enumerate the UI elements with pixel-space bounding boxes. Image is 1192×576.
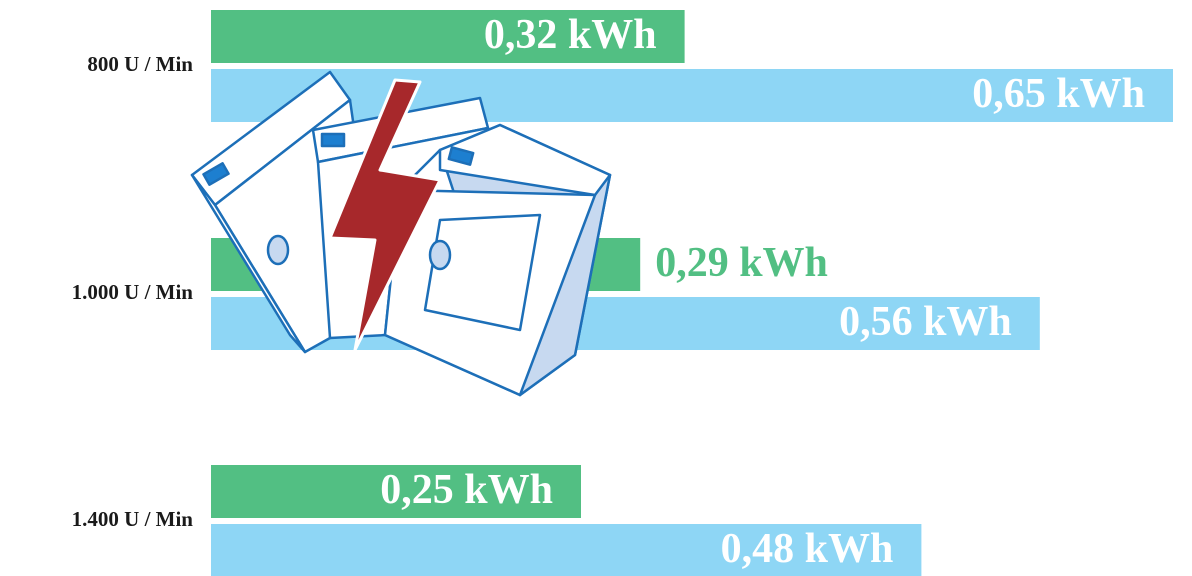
value-label: 0,29 kWh [655, 240, 828, 286]
category-label: 1.400 U / Min [72, 507, 194, 531]
value-label: 0,65 kWh [972, 71, 1145, 117]
chart: 800 U / Min 0,32 kWh 0,65 kWh 1.000 U / Min… [0, 0, 1192, 576]
category-label: 800 U / Min [87, 52, 193, 76]
value-label: 0,48 kWh [721, 526, 894, 572]
value-label: 0,56 kWh [839, 299, 1012, 345]
value-label: 0,25 kWh [380, 467, 553, 513]
value-label: 0,32 kWh [484, 12, 657, 58]
category-label: 1.000 U / Min [72, 280, 194, 304]
